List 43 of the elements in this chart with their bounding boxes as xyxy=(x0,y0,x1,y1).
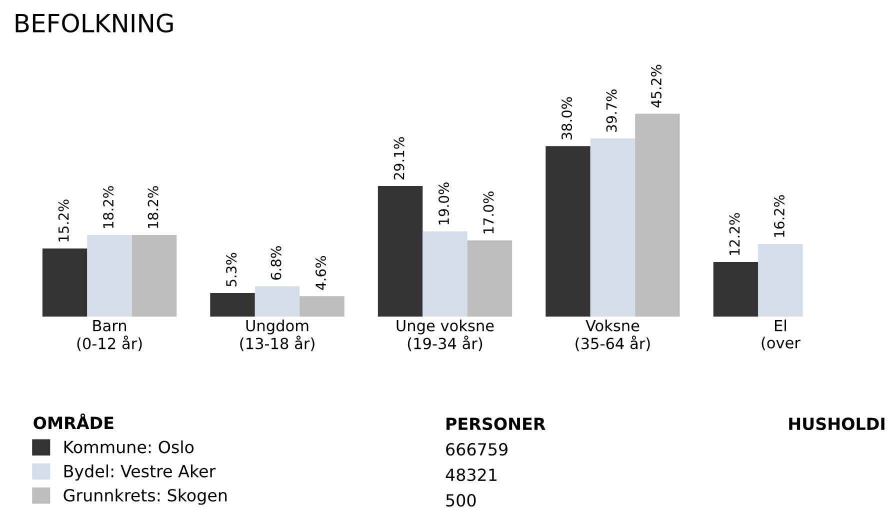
data-label: 18.2% xyxy=(103,186,114,228)
data-label: 39.7% xyxy=(606,90,617,132)
bar xyxy=(42,248,88,317)
legend-label: Bydel: Vestre Aker xyxy=(64,464,216,481)
data-label: 18.2% xyxy=(148,186,158,228)
text: PERSONER xyxy=(446,418,546,430)
bar xyxy=(635,114,680,317)
data-label: 38.0% xyxy=(562,97,572,140)
data-label: 6.8% xyxy=(270,246,282,280)
bar xyxy=(300,296,344,317)
x-tick-label: Unge voksne (19-34 år) xyxy=(396,320,494,352)
text: 500 xyxy=(446,494,476,507)
data-label: 17.0% xyxy=(483,192,494,234)
x-tick-label: El (over xyxy=(762,320,800,350)
bar xyxy=(713,262,758,317)
text: 666759 xyxy=(446,443,508,456)
data-label: 12.2% xyxy=(729,213,740,255)
bar xyxy=(546,146,590,317)
data-label: 16.2% xyxy=(774,195,784,237)
bar xyxy=(210,292,255,317)
legend-label: Grunnkrets: Skogen xyxy=(64,488,227,505)
data-label: 15.2% xyxy=(58,200,69,242)
bar xyxy=(254,286,300,317)
bar xyxy=(590,138,636,317)
x-tick-label: Voksne (35-64 år) xyxy=(576,320,650,352)
legend-label: Kommune: Oslo xyxy=(64,440,194,454)
bar xyxy=(132,235,177,317)
bar xyxy=(758,244,803,317)
text: 48321 xyxy=(446,468,496,482)
x-tick-label: Barn (0-12 år) xyxy=(77,320,142,352)
x-tick-label: Ungdom (13-18 år) xyxy=(240,320,314,352)
bar xyxy=(87,235,132,317)
data-label: 19.0% xyxy=(438,182,450,224)
text: HUSHOLDI xyxy=(789,418,884,430)
bar xyxy=(467,240,512,317)
bar xyxy=(422,231,468,317)
data-label: 45.2% xyxy=(650,64,662,108)
chart-title: BEFOLKNING xyxy=(16,14,173,33)
bar xyxy=(378,186,423,317)
legend-title: OMRÅDE xyxy=(34,413,114,430)
data-label: 29.1% xyxy=(394,137,404,180)
data-label: 5.3% xyxy=(226,252,237,286)
data-label: 4.6% xyxy=(316,256,326,290)
